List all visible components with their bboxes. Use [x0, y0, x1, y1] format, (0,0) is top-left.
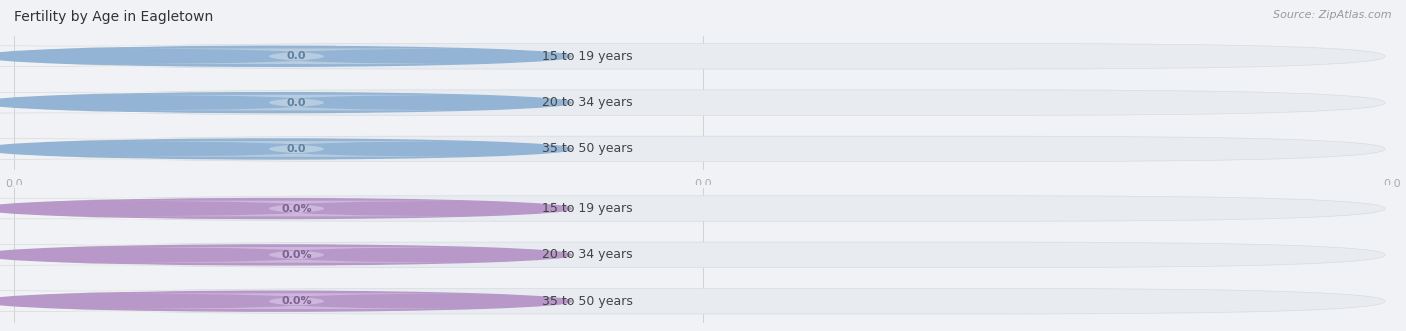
FancyBboxPatch shape — [0, 138, 336, 160]
FancyBboxPatch shape — [0, 291, 336, 312]
Text: 0.0: 0.0 — [287, 144, 307, 154]
Circle shape — [0, 46, 571, 66]
Text: Fertility by Age in Eagletown: Fertility by Age in Eagletown — [14, 10, 214, 24]
Circle shape — [0, 93, 571, 113]
Text: 0.0: 0.0 — [6, 179, 22, 189]
FancyBboxPatch shape — [0, 92, 336, 113]
FancyBboxPatch shape — [21, 196, 1385, 221]
FancyBboxPatch shape — [91, 48, 502, 64]
FancyBboxPatch shape — [21, 288, 1385, 314]
Circle shape — [0, 291, 571, 311]
Text: 0.0%: 0.0% — [281, 204, 312, 213]
Circle shape — [0, 245, 571, 265]
Text: 20 to 34 years: 20 to 34 years — [541, 248, 633, 261]
Text: 0.0%: 0.0% — [281, 250, 312, 260]
FancyBboxPatch shape — [21, 44, 1385, 69]
Text: 0.0: 0.0 — [287, 98, 307, 108]
FancyBboxPatch shape — [21, 242, 1385, 267]
FancyBboxPatch shape — [0, 244, 336, 265]
FancyBboxPatch shape — [91, 247, 502, 263]
FancyBboxPatch shape — [91, 141, 502, 157]
Text: 0.0: 0.0 — [287, 51, 307, 61]
FancyBboxPatch shape — [21, 90, 1385, 116]
Text: 0.0: 0.0 — [1384, 179, 1400, 189]
FancyBboxPatch shape — [91, 201, 502, 216]
Circle shape — [0, 199, 571, 218]
Text: 15 to 19 years: 15 to 19 years — [541, 202, 633, 215]
Text: 35 to 50 years: 35 to 50 years — [541, 142, 633, 156]
Text: Source: ZipAtlas.com: Source: ZipAtlas.com — [1274, 10, 1392, 20]
FancyBboxPatch shape — [91, 293, 502, 309]
FancyBboxPatch shape — [0, 198, 336, 219]
FancyBboxPatch shape — [21, 136, 1385, 162]
FancyBboxPatch shape — [0, 46, 336, 67]
Circle shape — [0, 139, 571, 159]
Text: 0.0%: 0.0% — [281, 296, 312, 306]
Text: 35 to 50 years: 35 to 50 years — [541, 295, 633, 308]
Text: 0.0: 0.0 — [695, 179, 711, 189]
FancyBboxPatch shape — [91, 95, 502, 111]
Text: 20 to 34 years: 20 to 34 years — [541, 96, 633, 109]
Text: 15 to 19 years: 15 to 19 years — [541, 50, 633, 63]
